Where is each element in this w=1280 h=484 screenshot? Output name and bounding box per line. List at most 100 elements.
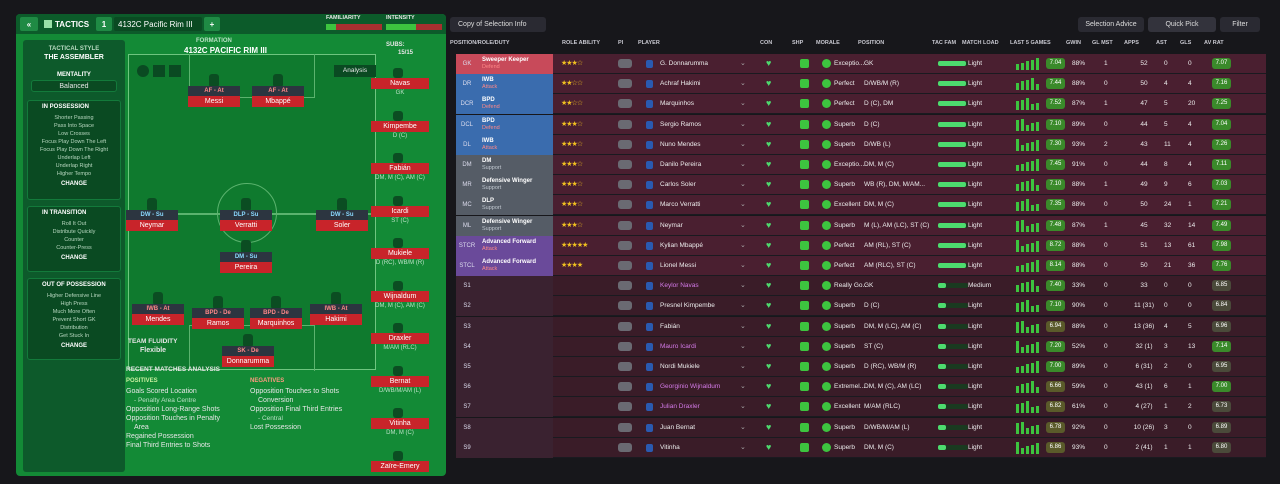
header-gwin[interactable]: GWIN <box>1066 40 1081 46</box>
role-duty-select[interactable]: BPD Defend <box>478 94 553 115</box>
table-row[interactable]: STCL Advanced Forward Attack ★★★★ Lionel Mes… <box>456 256 1266 276</box>
header-morale[interactable]: MORALE <box>816 40 840 46</box>
table-row[interactable]: S8 Juan Bernat ⌄ ♥ Superb D/WB/M/AM (L) Light 6… <box>456 417 1266 438</box>
table-row[interactable]: DL IWB Attack ★★★☆ Nuno Mendes ⌄ ♥ Superb D/WB (… <box>456 134 1266 155</box>
pi-icon[interactable] <box>618 180 632 190</box>
table-row[interactable]: STCR Advanced Forward Attack ★★★★★ Kylian Mb… <box>456 235 1266 256</box>
table-row[interactable]: S1 Keylor Navas ⌄ ♥ Really Go... GK Medium 7.40… <box>456 276 1266 297</box>
pitch-player[interactable]: AF - At Messi <box>188 74 240 108</box>
pi-icon[interactable] <box>618 240 632 250</box>
pitch-player[interactable]: DM - Su Pereira <box>220 240 272 274</box>
chevron-down-icon[interactable]: ⌄ <box>740 181 746 189</box>
chevron-down-icon[interactable]: ⌄ <box>740 423 746 431</box>
table-row[interactable]: S9 Vitinha ⌄ ♥ Superb DM, M (C) Light 6.86 93% 0 2… <box>456 437 1266 458</box>
view-select[interactable]: Copy of Selection Info <box>450 17 546 32</box>
pitch-player[interactable]: DLP - Su Verratti <box>220 198 272 232</box>
chevron-down-icon[interactable]: ⌄ <box>740 221 746 229</box>
pi-icon[interactable] <box>618 220 632 230</box>
pitch-player[interactable]: DW - Su Soler <box>316 198 368 232</box>
sub-player[interactable]: Zaïre-Emery <box>371 450 429 477</box>
pi-icon[interactable] <box>618 321 632 331</box>
player-name[interactable]: Presnel Kimpembe <box>660 302 715 310</box>
selection-advice-button[interactable]: Selection Advice <box>1078 17 1144 32</box>
role-duty-select[interactable] <box>478 296 553 317</box>
chevron-down-icon[interactable]: ⌄ <box>740 241 746 249</box>
sub-player[interactable]: Kimpembe D (C) <box>371 110 429 147</box>
position-slot[interactable]: MC <box>456 195 478 216</box>
position-slot[interactable]: STCR <box>456 235 478 256</box>
player-name[interactable]: Danilo Pereira <box>660 161 702 168</box>
tactic-slot-button[interactable]: 1 <box>96 17 112 31</box>
role-duty-select[interactable]: IWB Attack <box>478 74 553 95</box>
collapse-icon[interactable]: « <box>20 17 38 31</box>
position-slot[interactable]: S9 <box>456 437 478 458</box>
position-slot[interactable]: MR <box>456 175 478 196</box>
header-av-rat[interactable]: AV RAT <box>1204 40 1224 46</box>
pi-icon[interactable] <box>618 422 632 432</box>
chart-icon[interactable] <box>153 65 165 77</box>
header-position[interactable]: POSITION <box>858 40 885 46</box>
role-duty-select[interactable]: Advanced Forward Attack <box>478 256 553 276</box>
role-duty-select[interactable]: DLP Support <box>478 195 553 216</box>
table-row[interactable]: MR Defensive Winger Support ★★★☆ Carlos Sole… <box>456 175 1266 196</box>
pi-icon[interactable] <box>618 301 632 311</box>
position-slot[interactable]: S6 <box>456 377 478 398</box>
sub-player[interactable]: Wijnaldum DM, M (C), AM (C) <box>371 280 429 317</box>
chevron-down-icon[interactable]: ⌄ <box>740 262 746 269</box>
role-duty-select[interactable] <box>478 397 553 418</box>
pi-icon[interactable] <box>618 382 632 392</box>
pi-icon[interactable] <box>618 402 632 412</box>
header-tac-fam[interactable]: TAC FAM <box>932 40 957 46</box>
role-duty-select[interactable] <box>478 276 553 297</box>
chevron-down-icon[interactable]: ⌄ <box>740 80 746 88</box>
position-slot[interactable]: DL <box>456 134 478 155</box>
pi-icon[interactable] <box>618 139 632 149</box>
header-player[interactable]: PLAYER <box>638 40 660 46</box>
pi-icon[interactable] <box>618 362 632 371</box>
player-name[interactable]: Lionel Messi <box>660 262 697 269</box>
chevron-down-icon[interactable]: ⌄ <box>740 363 746 370</box>
player-name[interactable]: Vitinha <box>660 443 680 451</box>
table-row[interactable]: S7 Julian Draxler ⌄ ♥ Excellent M/AM (RLC) Lig… <box>456 397 1266 418</box>
position-slot[interactable]: S1 <box>456 276 478 297</box>
header-prd[interactable]: POSITION/ROLE/DUTY <box>450 40 510 46</box>
chevron-down-icon[interactable]: ⌄ <box>740 201 746 209</box>
table-row[interactable]: S4 Mauro Icardi ⌄ ♥ Superb ST (C) Light 7.20 52%… <box>456 336 1266 357</box>
position-slot[interactable]: DCR <box>456 94 478 115</box>
header-apps[interactable]: APPS <box>1124 40 1139 46</box>
header-ast[interactable]: AST <box>1156 40 1167 46</box>
list-icon[interactable] <box>169 65 181 77</box>
table-row[interactable]: DR IWB Attack ★★☆☆ Achraf Hakimi ⌄ ♥ Perfect D/W… <box>456 74 1266 95</box>
pi-icon[interactable] <box>618 79 632 89</box>
player-name[interactable]: Julian Draxler <box>660 403 700 411</box>
filter-button[interactable]: Filter <box>1220 17 1260 32</box>
player-name[interactable]: Mauro Icardi <box>660 342 697 350</box>
mentality-select[interactable]: Balanced <box>31 80 117 92</box>
analysis-title[interactable]: RECENT MATCHES ANALYSIS <box>126 366 221 373</box>
pi-icon[interactable] <box>618 99 632 109</box>
player-name[interactable]: Neymar <box>660 221 683 229</box>
sub-player[interactable]: Navas GK <box>371 68 429 104</box>
table-row[interactable]: DCR BPD Defend ★★☆☆ Marquinhos ⌄ ♥ Perfect D (C)… <box>456 94 1266 115</box>
position-slot[interactable]: DCL <box>456 114 478 135</box>
position-slot[interactable]: ML <box>456 215 478 236</box>
role-duty-select[interactable]: BPD Defend <box>478 114 553 135</box>
chevron-down-icon[interactable]: ⌄ <box>740 140 746 148</box>
pi-icon[interactable] <box>618 160 632 169</box>
role-duty-select[interactable] <box>478 377 553 398</box>
position-slot[interactable]: GK <box>456 54 478 74</box>
tactic-name[interactable]: 4132C Pacific Rim III <box>114 17 202 31</box>
in-possession-change-button[interactable]: CHANGE <box>60 181 87 187</box>
player-name[interactable]: Carlos Soler <box>660 181 696 189</box>
pi-icon[interactable] <box>618 261 632 270</box>
pi-icon[interactable] <box>618 200 632 210</box>
table-row[interactable]: MC DLP Support ★★★☆ Marco Verratti ⌄ ♥ Excellen… <box>456 195 1266 216</box>
role-duty-select[interactable] <box>478 357 553 377</box>
sub-player[interactable]: Mukiele D (RC), WB/M (R) <box>371 238 429 274</box>
role-duty-select[interactable] <box>478 437 553 458</box>
add-tactic-button[interactable]: + <box>204 17 220 31</box>
analysis-button[interactable]: Analysis <box>334 65 376 77</box>
table-row[interactable]: ML Defensive Winger Support ★★★☆ Neymar ⌄ ♥ Sup… <box>456 215 1266 236</box>
pi-icon[interactable] <box>618 442 632 452</box>
player-name[interactable]: Nordi Mukiele <box>660 363 700 370</box>
